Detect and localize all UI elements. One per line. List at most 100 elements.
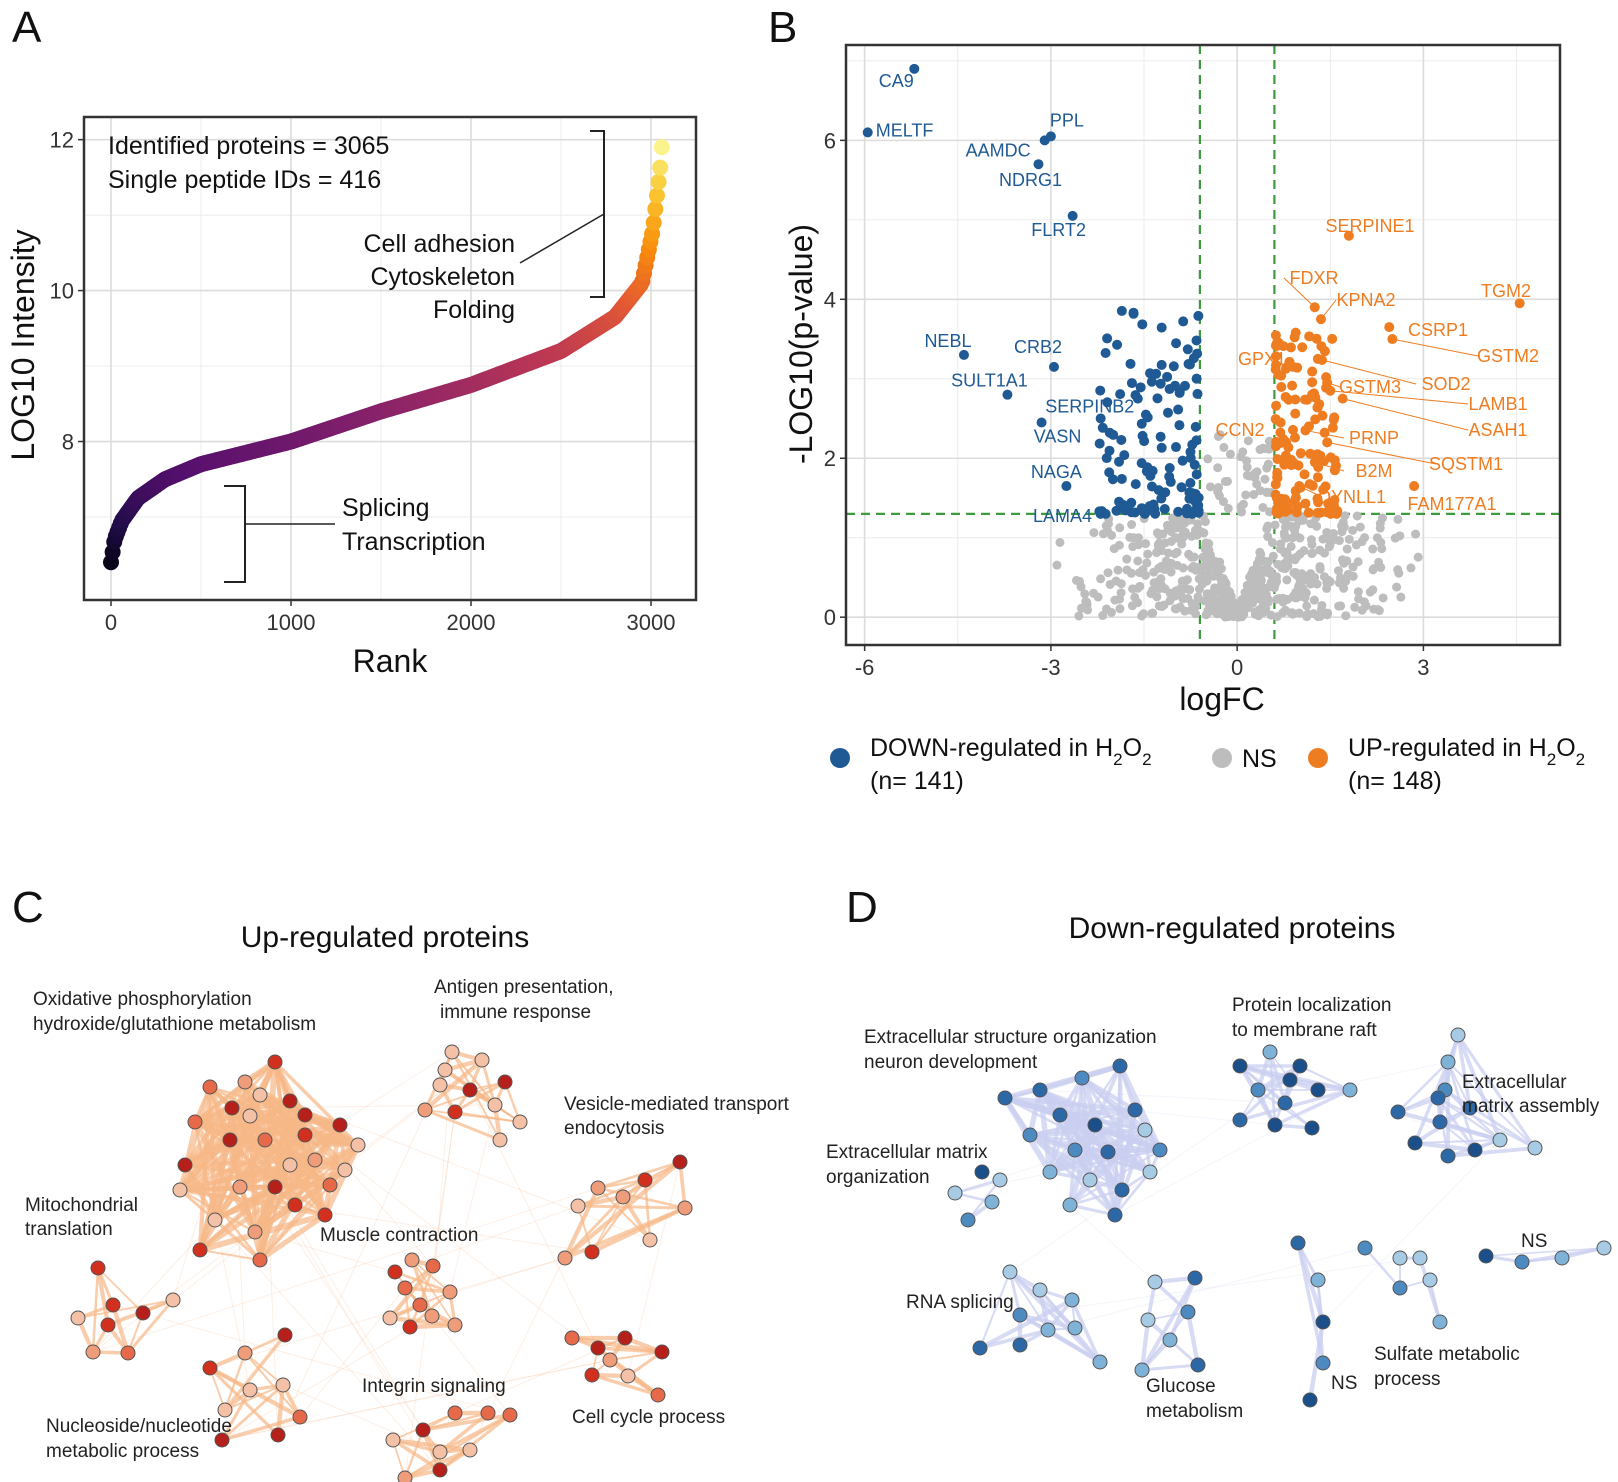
network-edge	[1436, 1096, 1502, 1142]
network-node	[397, 1280, 413, 1296]
network-node	[252, 1252, 268, 1268]
ns-point	[1218, 497, 1228, 507]
network-edge	[596, 1186, 687, 1210]
network-node	[1304, 1120, 1320, 1136]
ns-point	[1194, 584, 1204, 594]
network-node	[590, 1180, 606, 1196]
gene-label-up: KPNA2	[1336, 290, 1395, 310]
down-point	[1173, 404, 1184, 415]
up-point	[1312, 449, 1323, 460]
network-edge	[197, 1212, 328, 1253]
panel-b: B CA9 MELTF PPL AAMDC NDRG1 FLRT2 NEBL CRB2 SULT…	[768, 3, 1585, 795]
ns-point	[1291, 530, 1301, 540]
network-node	[584, 1244, 600, 1260]
ns-point	[1140, 570, 1150, 580]
network-edge	[92, 1059, 483, 1353]
ns-point	[1307, 540, 1317, 550]
down-point	[1146, 481, 1157, 492]
network-node	[502, 1407, 518, 1423]
network-node	[242, 1108, 258, 1124]
network-edge	[577, 1205, 593, 1253]
panel-a-frame	[82, 115, 698, 602]
up-label-mito-1: Mitochondrial	[25, 1195, 138, 1216]
network-node	[432, 1462, 448, 1478]
down-point	[1164, 471, 1175, 482]
down-point	[1188, 353, 1199, 364]
up-labeled-point	[1288, 361, 1299, 372]
network-edge	[1456, 1033, 1537, 1150]
network-node	[1074, 1070, 1090, 1086]
down-labeled-point	[1036, 417, 1047, 428]
gene-label-up: CCN2	[1215, 420, 1264, 440]
ns-point	[1177, 515, 1187, 525]
gene-leader-up	[1305, 429, 1345, 439]
network-node	[417, 1102, 433, 1118]
top-bracket	[590, 130, 605, 298]
network-node	[382, 1310, 398, 1326]
network-node	[105, 1297, 121, 1313]
network-node	[1514, 1254, 1530, 1270]
down-point	[1108, 429, 1119, 440]
gene-label-down: MELTF	[876, 120, 934, 140]
ns-point	[1205, 601, 1215, 611]
up-point	[1307, 366, 1318, 377]
network-node	[1162, 1332, 1178, 1348]
up-point	[1318, 484, 1329, 495]
network-node	[177, 1157, 193, 1173]
ns-point	[1178, 594, 1188, 604]
gene-label-down: FLRT2	[1031, 220, 1086, 240]
network-node	[637, 1172, 653, 1188]
network-edge	[403, 1428, 425, 1480]
network-edge	[1395, 1109, 1503, 1143]
network-node	[444, 1044, 460, 1060]
legend-down-marker	[830, 748, 850, 768]
network-edge	[403, 1286, 452, 1294]
network-edge	[223, 1333, 287, 1412]
network-edge	[1418, 1256, 1442, 1324]
legend-up-sub-2: 2	[1547, 750, 1556, 769]
y-tick-label: 0	[824, 605, 836, 630]
network-node	[267, 1179, 283, 1195]
ns-point	[1210, 558, 1220, 568]
gene-label-down: NEBL	[924, 331, 971, 351]
network-edge	[449, 1104, 496, 1293]
network-node	[1440, 1054, 1456, 1070]
down-point	[1116, 305, 1127, 316]
down-point	[1162, 371, 1173, 382]
down-point	[1178, 316, 1189, 327]
panel-letter-a: A	[12, 3, 42, 52]
network-edge	[1273, 1088, 1352, 1127]
ns-point	[1357, 537, 1367, 547]
network-node	[242, 1382, 258, 1398]
ns-point	[1256, 549, 1266, 559]
down-point	[1147, 503, 1158, 514]
up-labeled-point	[1343, 230, 1354, 241]
ns-point	[1105, 579, 1115, 589]
legend-ns-label: NS	[1242, 745, 1277, 773]
network-edge	[178, 1188, 257, 1234]
up-label-vesicle-1: Vesicle-mediated transport	[564, 1094, 790, 1115]
panel-b-legend: DOWN-regulated in H2O2 (n= 141) NS UP-re…	[830, 734, 1585, 795]
network-node	[480, 1405, 496, 1421]
network-node	[1012, 1337, 1028, 1353]
network-node	[214, 1432, 230, 1448]
network-node	[1232, 1058, 1248, 1074]
network-node	[1432, 1114, 1448, 1130]
network-node	[984, 1194, 1000, 1210]
up-point	[1278, 341, 1289, 352]
gene-label-up: GSTM2	[1477, 346, 1539, 366]
up-labeled-point	[1514, 298, 1525, 309]
ns-point	[1302, 601, 1312, 611]
ns-point	[1368, 544, 1378, 554]
down-point	[1173, 506, 1184, 517]
up-point	[1300, 498, 1311, 509]
ns-point	[1238, 499, 1248, 509]
down-point	[1152, 393, 1163, 404]
down-point	[1095, 413, 1106, 424]
up-point	[1304, 479, 1315, 490]
network-edge	[954, 1129, 1146, 1194]
network-edge	[1446, 1146, 1537, 1158]
up-labeled-point	[1409, 481, 1420, 492]
up-label-muscle: Muscle contraction	[320, 1225, 478, 1246]
